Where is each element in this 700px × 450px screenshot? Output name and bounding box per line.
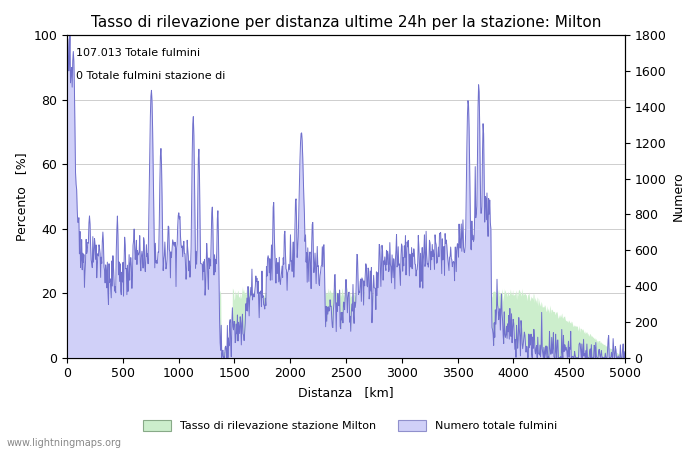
Text: 107.013 Totale fulmini: 107.013 Totale fulmini bbox=[76, 48, 200, 58]
Text: www.lightningmaps.org: www.lightningmaps.org bbox=[7, 438, 122, 448]
Title: Tasso di rilevazione per distanza ultime 24h per la stazione: Milton: Tasso di rilevazione per distanza ultime… bbox=[91, 15, 601, 30]
Y-axis label: Percento   [%]: Percento [%] bbox=[15, 152, 28, 241]
Text: 0 Totale fulmini stazione di: 0 Totale fulmini stazione di bbox=[76, 71, 225, 81]
Legend: Tasso di rilevazione stazione Milton, Numero totale fulmini: Tasso di rilevazione stazione Milton, Nu… bbox=[139, 415, 561, 436]
Y-axis label: Numero: Numero bbox=[672, 172, 685, 221]
X-axis label: Distanza   [km]: Distanza [km] bbox=[298, 386, 394, 399]
